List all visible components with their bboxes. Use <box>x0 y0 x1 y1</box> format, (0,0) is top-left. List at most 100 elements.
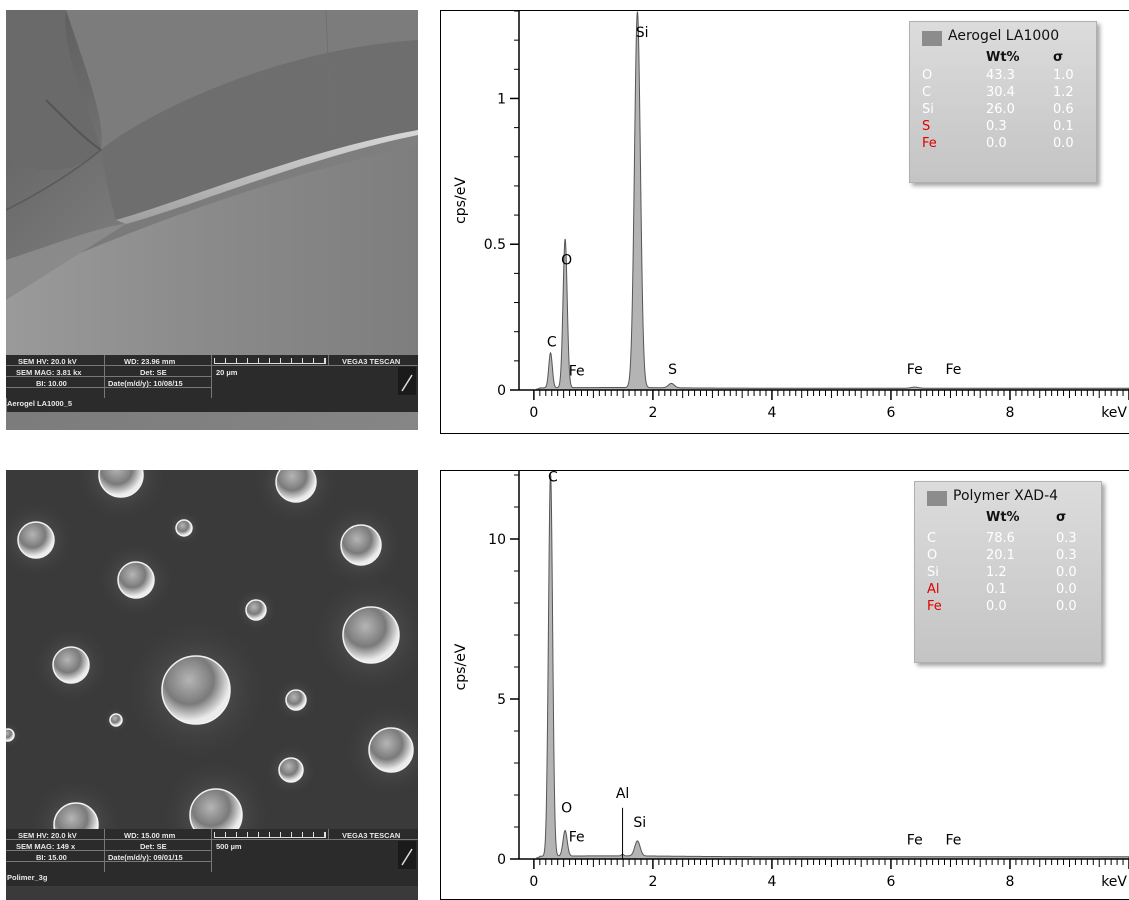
peak-label: Fe <box>569 829 585 845</box>
sem-image-name: Polimer_3g <box>7 872 418 886</box>
peak-label: Fe <box>907 833 923 849</box>
peak-label: O <box>561 801 572 817</box>
legend-element: Al <box>927 582 940 597</box>
legend-row: O 20.1 0.3 <box>927 547 1097 564</box>
legend-element: Fe <box>927 599 942 614</box>
peak-label: Fe <box>945 362 961 378</box>
sem-bi: BI: 10.00 <box>36 379 67 388</box>
legend-row: C 30.4 1.2 <box>922 84 1092 101</box>
legend-header-sigma: σ <box>1056 510 1067 525</box>
sem-wd: WD: 23.96 mm <box>124 357 176 366</box>
polymer-bead <box>175 519 193 537</box>
legend-title: Aerogel LA1000 <box>948 28 1060 44</box>
sem-image-aerogel: SEM HV: 20.0 kV WD: 23.96 mm VEGA3 TESCA… <box>6 10 418 430</box>
legend-sigma-value: 0.0 <box>1056 565 1077 580</box>
sem-scale-label: 500 µm <box>216 842 242 851</box>
legend-row: O 43.3 1.0 <box>922 67 1092 84</box>
legend-swatch <box>922 31 942 46</box>
sem-det: Det: SE <box>140 368 167 377</box>
x-axis-label: keV <box>1101 874 1127 890</box>
sem-hv: SEM HV: 20.0 kV <box>18 357 77 366</box>
sem-brand: VEGA3 TESCAN <box>342 831 401 840</box>
x-tick-label: 4 <box>767 405 776 421</box>
spectrum-chart-aerogel: 0 2 4 6 8 keV 0 0.5 1 cps/eV C O Fe Si S Fe Fe Aerogel L… <box>440 10 1129 434</box>
sem-mag: SEM MAG: 149 x <box>16 842 76 851</box>
legend-row: Si 26.0 0.6 <box>922 101 1092 118</box>
spectrum-area <box>536 11 1129 391</box>
spectrum-area <box>536 473 1129 860</box>
legend-element: O <box>922 68 933 83</box>
legend-wt-value: 0.3 <box>986 119 1007 134</box>
y-tick-label: 5 <box>497 692 506 708</box>
y-tick-label: 0 <box>497 383 506 399</box>
peak-label: Fe <box>569 363 585 379</box>
sem-hv: SEM HV: 20.0 kV <box>18 831 77 840</box>
polymer-bead <box>98 470 144 498</box>
legend-wt-value: 0.0 <box>986 599 1007 614</box>
x-tick-label: 8 <box>1006 874 1015 890</box>
sem-scale-bar <box>214 832 326 838</box>
sem-det: Det: SE <box>140 842 167 851</box>
spectrum-chart-polymer: 0 2 4 6 8 keV 0 5 10 cps/eV C O Fe Al Si Fe Fe Polymer X… <box>440 469 1129 900</box>
polymer-bead <box>245 599 267 621</box>
peak-label: Si <box>636 25 649 41</box>
sem-info-bar: SEM HV: 20.0 kV WD: 15.00 mm VEGA3 TESCA… <box>6 829 418 872</box>
legend-aerogel: Aerogel LA1000 Wt% σ O 43.3 1.0 C 30.4 1.2 Si 2… <box>909 21 1097 183</box>
polymer-bead <box>340 524 382 566</box>
peak-label: Fe <box>945 833 961 849</box>
legend-sigma-value: 0.0 <box>1056 599 1077 614</box>
legend-sigma-value: 0.3 <box>1056 531 1077 546</box>
legend-wt-value: 0.1 <box>986 582 1007 597</box>
legend-header-wt: Wt% <box>986 510 1020 525</box>
y-axis-label: cps/eV <box>453 643 469 690</box>
peak-label: C <box>548 469 558 485</box>
polymer-bead <box>52 646 90 684</box>
polymer-bead <box>368 727 414 773</box>
y-tick-label: 0.5 <box>484 237 506 253</box>
x-tick-label: 6 <box>886 874 895 890</box>
legend-row: Si 1.2 0.0 <box>927 564 1097 581</box>
legend-wt-value: 1.2 <box>986 565 1007 580</box>
sem-image-polymer: SEM HV: 20.0 kV WD: 15.00 mm VEGA3 TESCA… <box>6 470 418 900</box>
sem-date: Date(m/d/y): 10/08/15 <box>108 379 183 388</box>
legend-header-sigma: σ <box>1053 50 1064 65</box>
legend-row: Fe 0.0 0.0 <box>922 135 1092 152</box>
x-tick-label: 4 <box>767 874 776 890</box>
x-tick-label: 6 <box>886 405 895 421</box>
legend-element: Si <box>922 102 934 117</box>
x-tick-label: 2 <box>648 405 657 421</box>
y-tick-label: 0 <box>497 852 506 868</box>
legend-wt-value: 78.6 <box>986 531 1015 546</box>
polymer-bead <box>6 728 15 742</box>
legend-element: O <box>927 548 938 563</box>
polymer-bead <box>117 561 155 599</box>
legend-sigma-value: 0.1 <box>1053 119 1074 134</box>
sem-mag: SEM MAG: 3.81 kx <box>16 368 82 377</box>
y-tick-label: 1 <box>497 91 506 107</box>
polymer-bead <box>278 757 304 783</box>
legend-sigma-value: 0.0 <box>1053 136 1074 151</box>
legend-title: Polymer XAD-4 <box>953 488 1059 504</box>
legend-wt-value: 30.4 <box>986 85 1015 100</box>
legend-sigma-value: 1.0 <box>1053 68 1074 83</box>
x-axis-label: keV <box>1101 405 1127 421</box>
legend-sigma-value: 0.6 <box>1053 102 1074 117</box>
legend-sigma-value: 0.3 <box>1056 548 1077 563</box>
polymer-bead <box>285 689 307 711</box>
peak-label: O <box>561 253 572 269</box>
x-tick-label: 0 <box>529 874 538 890</box>
legend-element: Si <box>927 565 939 580</box>
polymer-bead <box>17 521 55 559</box>
peak-label: Fe <box>907 362 923 378</box>
legend-element: C <box>922 85 932 100</box>
legend-row: Al 0.1 0.0 <box>927 581 1097 598</box>
legend-wt-value: 0.0 <box>986 136 1007 151</box>
legend-element: C <box>927 531 937 546</box>
sem-date: Date(m/d/y): 09/01/15 <box>108 853 183 862</box>
sem-info-bar: SEM HV: 20.0 kV WD: 23.96 mm VEGA3 TESCA… <box>6 355 418 398</box>
legend-polymer: Polymer XAD-4 Wt% σ C 78.6 0.3 O 20.1 0.3 Si 1.… <box>914 481 1102 663</box>
tescan-logo <box>398 367 416 395</box>
legend-row: S 0.3 0.1 <box>922 118 1092 135</box>
sem-wd: WD: 15.00 mm <box>124 831 176 840</box>
